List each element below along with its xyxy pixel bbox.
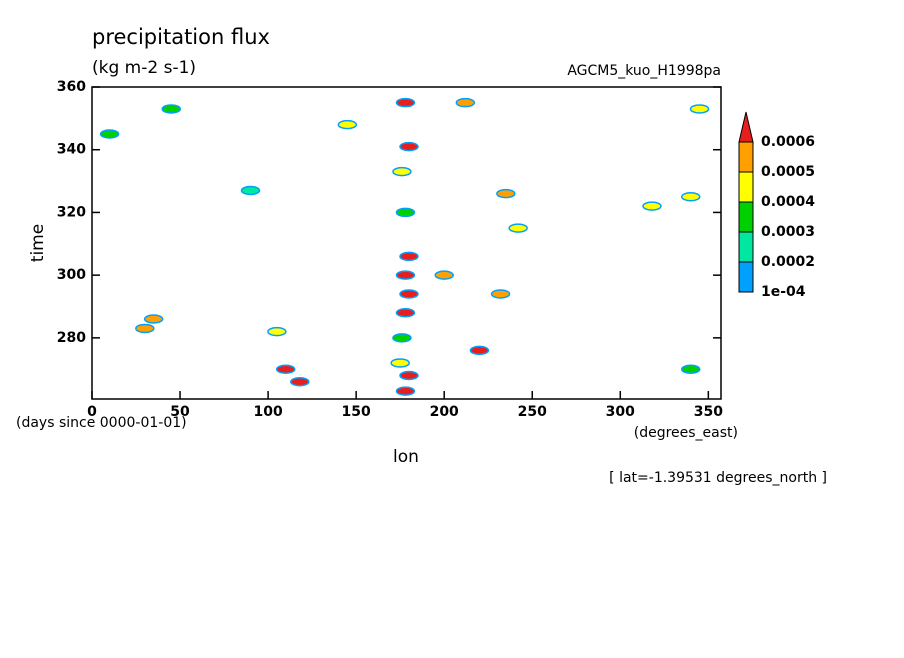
- precip-cell: [399, 289, 419, 299]
- model-label: AGCM5_kuo_H1998pa: [567, 63, 721, 79]
- precip-cell: [143, 314, 164, 324]
- y-tick-label: 280: [57, 330, 86, 346]
- colorbar-label: 1e-04: [761, 284, 806, 300]
- precip-cell: [395, 207, 416, 218]
- precip-cell: [399, 370, 419, 381]
- precip-cell: [434, 270, 454, 280]
- colorbar-box: [738, 261, 754, 293]
- precip-cell: [680, 364, 701, 374]
- precip-cell: [395, 386, 416, 396]
- chart-title: precipitation flux: [92, 25, 270, 49]
- precip-cell: [267, 326, 287, 337]
- y-axis-label: time: [28, 224, 48, 262]
- x-tick-label: 200: [430, 404, 459, 420]
- x-tick-label: 250: [518, 404, 547, 420]
- colorbar-label: 0.0006: [761, 134, 815, 150]
- x-unit: (degrees_east): [634, 425, 738, 441]
- y-tick-label: 300: [57, 267, 86, 283]
- colorbar-label: 0.0005: [761, 164, 815, 180]
- x-tick-label: 100: [253, 404, 282, 420]
- colorbar-box: [738, 231, 754, 263]
- x-tick-label: 0: [87, 404, 97, 420]
- precip-cell: [455, 97, 476, 108]
- y-tick-label: 320: [57, 204, 86, 220]
- colorbar-label: 0.0004: [761, 194, 815, 210]
- colorbar-arrow: [738, 111, 754, 143]
- precip-cell: [642, 201, 662, 211]
- y-tick-label: 340: [57, 142, 86, 158]
- x-tick-label: 350: [694, 404, 723, 420]
- x-tick-label: 300: [606, 404, 635, 420]
- precip-cell: [395, 270, 416, 280]
- x-tick-label: 50: [170, 404, 190, 420]
- precip-cell: [392, 333, 412, 343]
- precip-cell: [275, 364, 296, 374]
- precip-cell: [290, 377, 310, 387]
- precip-cell: [395, 97, 416, 108]
- annotation: [ lat=-1.39531 degrees_north ]: [609, 470, 827, 486]
- precip-cell: [508, 223, 528, 233]
- precip-cell: [390, 358, 410, 368]
- x-axis-label: lon: [393, 447, 419, 467]
- chart-subtitle: (kg m-2 s-1): [92, 58, 196, 78]
- colorbar-box: [738, 201, 754, 233]
- precip-cell: [395, 308, 416, 318]
- precip-cell: [496, 188, 516, 199]
- precip-cell: [469, 345, 490, 356]
- colorbar-box: [738, 141, 754, 173]
- precip-cell: [399, 141, 419, 152]
- x-tick-label: 150: [342, 404, 371, 420]
- y-tick-label: 360: [57, 79, 86, 95]
- plot-frame: [91, 86, 722, 400]
- precip-cell: [680, 191, 701, 202]
- precip-cell: [392, 166, 412, 177]
- precip-cell: [240, 185, 261, 196]
- precip-cell: [135, 323, 155, 334]
- precip-cell: [99, 129, 120, 139]
- y-unit: (days since 0000-01-01): [16, 415, 187, 431]
- colorbar-box: [738, 171, 754, 203]
- colorbar-label: 0.0003: [761, 224, 815, 240]
- precip-cell: [490, 289, 511, 299]
- precip-cell: [689, 104, 710, 114]
- precip-cell: [161, 104, 181, 114]
- precip-cell: [399, 251, 419, 262]
- colorbar-label: 0.0002: [761, 254, 815, 270]
- precip-cell: [337, 119, 358, 130]
